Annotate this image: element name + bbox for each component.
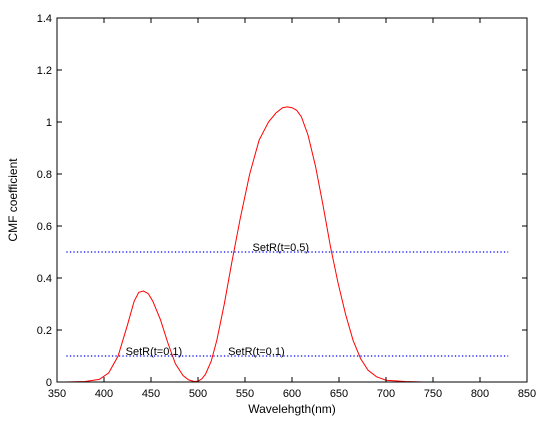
x-tick-label: 350 bbox=[48, 388, 66, 400]
x-tick-label: 600 bbox=[283, 388, 301, 400]
series-layer bbox=[66, 106, 509, 383]
tick-labels-layer: 350 400 450 500 550 600 650 700 750 800 850 0 0.2 0.4… bbox=[37, 13, 536, 400]
x-tick-label: 500 bbox=[189, 388, 207, 400]
plot-area bbox=[57, 18, 527, 382]
y-tick-label: 1.4 bbox=[37, 13, 52, 25]
x-tick-label: 650 bbox=[330, 388, 348, 400]
x-tick-label: 550 bbox=[236, 388, 254, 400]
x-tick-label: 700 bbox=[377, 388, 395, 400]
y-tick-label: 0.4 bbox=[37, 273, 52, 285]
x-tick-label: 800 bbox=[471, 388, 489, 400]
x-tick-label: 400 bbox=[95, 388, 113, 400]
x-tick-label: 850 bbox=[518, 388, 536, 400]
annotations-layer: SetR(t=0.5) SetR(t=0.1) SetR(t=0.1) bbox=[126, 242, 309, 358]
x-axis-label: Wavelehgth(nm) bbox=[248, 402, 336, 416]
y-tick-label: 0 bbox=[46, 377, 52, 389]
y-tick-label: 0.6 bbox=[37, 221, 52, 233]
x-tick-label: 450 bbox=[142, 388, 160, 400]
y-tick-label: 0.8 bbox=[37, 169, 52, 181]
ticks-layer bbox=[56, 17, 528, 383]
y-tick-label: 1 bbox=[46, 117, 52, 129]
annotation-setr-2: SetR(t=0.1) bbox=[228, 346, 285, 358]
x-tick-label: 750 bbox=[424, 388, 442, 400]
y-tick-label: 1.2 bbox=[37, 65, 52, 77]
y-tick-label: 0.2 bbox=[37, 325, 52, 337]
annotation-setr-0: SetR(t=0.5) bbox=[253, 242, 310, 254]
y-axis-label: CMF coefficient bbox=[6, 158, 20, 242]
annotation-setr-1: SetR(t=0.1) bbox=[126, 346, 183, 358]
series-line-0 bbox=[66, 106, 509, 383]
